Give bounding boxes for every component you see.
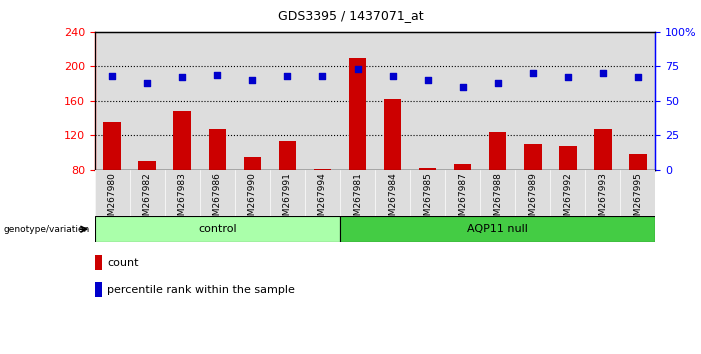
Bar xyxy=(410,32,445,170)
Text: GSM267986: GSM267986 xyxy=(213,172,222,227)
Point xyxy=(597,70,608,76)
Bar xyxy=(314,169,332,170)
Bar xyxy=(445,170,480,216)
Text: GSM267994: GSM267994 xyxy=(318,172,327,227)
Bar xyxy=(95,170,130,216)
Bar xyxy=(200,170,235,216)
Point xyxy=(492,80,503,86)
Bar xyxy=(340,170,375,216)
Bar xyxy=(375,32,410,170)
Bar xyxy=(550,32,585,170)
Text: GSM267981: GSM267981 xyxy=(353,172,362,227)
Bar xyxy=(104,122,121,170)
Bar xyxy=(419,168,436,170)
Bar xyxy=(515,32,550,170)
Point xyxy=(562,75,573,80)
Text: GSM267991: GSM267991 xyxy=(283,172,292,227)
Point xyxy=(317,73,328,79)
Text: GSM267989: GSM267989 xyxy=(529,172,537,227)
Bar xyxy=(95,282,102,297)
Bar xyxy=(515,170,550,216)
Bar xyxy=(279,142,297,170)
Bar xyxy=(95,255,102,270)
Bar xyxy=(95,216,340,242)
Bar xyxy=(174,111,191,170)
Point xyxy=(247,77,258,83)
Bar xyxy=(480,32,515,170)
Bar xyxy=(384,99,402,170)
Text: GSM267982: GSM267982 xyxy=(143,172,151,227)
Bar xyxy=(235,170,270,216)
Bar xyxy=(200,32,235,170)
Bar xyxy=(620,170,655,216)
Text: count: count xyxy=(107,258,139,268)
Bar xyxy=(524,144,542,170)
Point xyxy=(177,75,188,80)
Text: genotype/variation: genotype/variation xyxy=(4,225,90,234)
Text: GSM267983: GSM267983 xyxy=(178,172,186,227)
Point xyxy=(422,77,433,83)
Bar xyxy=(270,32,305,170)
Point xyxy=(142,80,153,86)
Text: GSM267988: GSM267988 xyxy=(494,172,502,227)
Point xyxy=(352,66,363,72)
Bar xyxy=(340,32,375,170)
Bar xyxy=(585,170,620,216)
Bar xyxy=(209,129,226,170)
Bar xyxy=(270,170,305,216)
Point xyxy=(212,72,223,78)
Bar xyxy=(95,32,130,170)
Bar xyxy=(594,129,612,170)
Text: GSM267990: GSM267990 xyxy=(248,172,257,227)
Text: control: control xyxy=(198,224,237,234)
Bar xyxy=(349,58,367,170)
Bar xyxy=(410,170,445,216)
Bar xyxy=(445,32,480,170)
Bar xyxy=(454,164,472,170)
Bar xyxy=(550,170,585,216)
Bar xyxy=(375,170,410,216)
Bar xyxy=(629,154,647,170)
Text: AQP11 null: AQP11 null xyxy=(468,224,528,234)
Text: GSM267992: GSM267992 xyxy=(564,172,572,227)
Text: GSM267985: GSM267985 xyxy=(423,172,432,227)
Bar xyxy=(620,32,655,170)
Point xyxy=(387,73,398,79)
Point xyxy=(282,73,293,79)
Bar xyxy=(305,170,340,216)
Text: GSM267993: GSM267993 xyxy=(599,172,607,227)
Bar xyxy=(130,170,165,216)
Bar xyxy=(139,161,156,170)
Text: GSM267987: GSM267987 xyxy=(458,172,467,227)
Bar xyxy=(480,170,515,216)
Text: GSM267995: GSM267995 xyxy=(634,172,642,227)
Text: GDS3395 / 1437071_at: GDS3395 / 1437071_at xyxy=(278,9,423,22)
Text: GSM267984: GSM267984 xyxy=(388,172,397,227)
Bar xyxy=(489,132,506,170)
Bar xyxy=(305,32,340,170)
Bar xyxy=(235,32,270,170)
Text: percentile rank within the sample: percentile rank within the sample xyxy=(107,285,295,295)
Point xyxy=(107,73,118,79)
Point xyxy=(527,70,538,76)
Bar xyxy=(340,216,655,242)
Bar xyxy=(585,32,620,170)
Bar xyxy=(244,157,261,170)
Point xyxy=(457,84,468,90)
Text: GSM267980: GSM267980 xyxy=(108,172,116,227)
Bar xyxy=(165,170,200,216)
Point xyxy=(632,75,644,80)
Bar xyxy=(559,146,576,170)
Bar xyxy=(165,32,200,170)
Bar xyxy=(130,32,165,170)
